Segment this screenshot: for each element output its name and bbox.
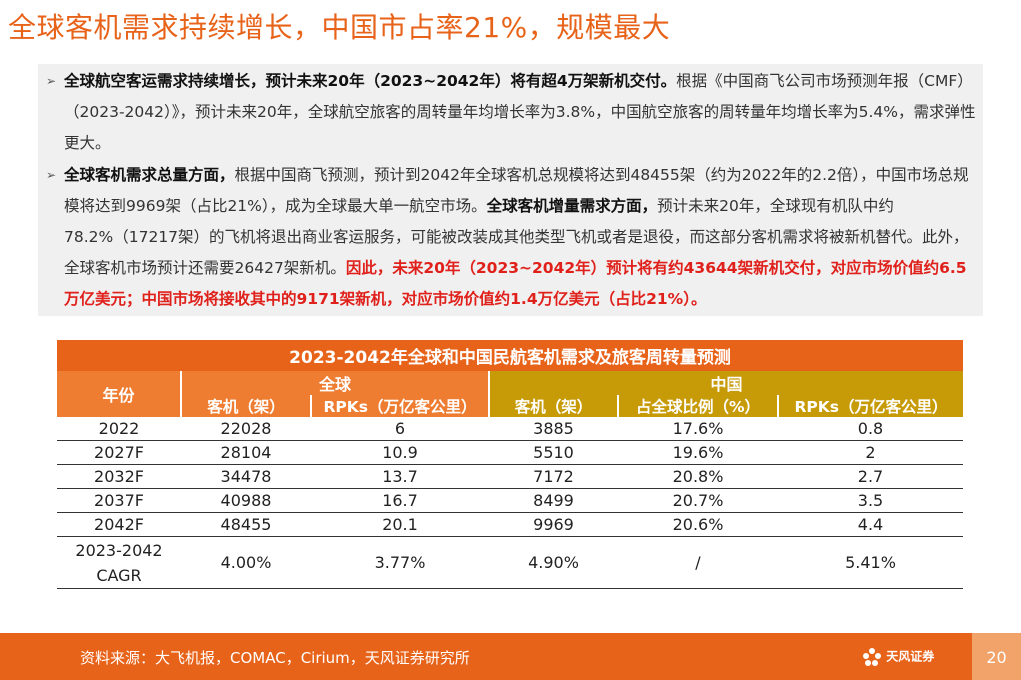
- bullet-2-highlight: 因此，未来20年（2023~2042年）预计将有约43644架新机交付，对应市场…: [64, 259, 967, 308]
- table-cell: 34478: [181, 464, 311, 489]
- cagr-label-line2: CAGR: [96, 565, 142, 585]
- page-title: 全球客机需求持续增长，中国市占率21%，规模最大: [8, 11, 671, 44]
- cagr-row: 2023-2042 CAGR 4.00% 3.77% 4.90% / 5.41%: [57, 536, 964, 589]
- table-cell: 4.90%: [489, 536, 618, 589]
- col-header: 占全球比例（%）: [618, 395, 779, 417]
- footer-bar: 资料来源：大飞机报，COMAC，Cirium，天风证券研究所 天风证券 20: [0, 633, 1021, 680]
- table-row: 2042F 48455 20.1 9969 20.6% 4.4: [57, 512, 964, 537]
- global-group-header: 全球: [181, 371, 490, 395]
- bullet-2-body-a: 根据中国商飞预测，预计到2042年全球客机总规模将达到48455架（约为2022…: [64, 166, 969, 215]
- table-cell: 20.8%: [618, 464, 778, 489]
- table-cell: 3885: [489, 417, 618, 441]
- table-cell: 6: [311, 417, 489, 441]
- table-cell: 20.1: [311, 512, 489, 537]
- table-row: 2022 22028 6 3885 17.6% 0.8: [57, 417, 964, 441]
- table-cell: 7172: [489, 464, 618, 489]
- table-cell: 0.8: [778, 417, 964, 441]
- table-cell: 5.41%: [778, 536, 964, 589]
- china-group-header: 中国: [489, 371, 964, 395]
- table-cell: 4.4: [778, 512, 964, 537]
- table-cell: 19.6%: [618, 440, 778, 465]
- col-header: 客机（架）: [181, 395, 312, 417]
- bullet-2-body-b: 预计未来20年，全球现有机队中约78.2%（17217架）的飞机将退出商业客运服…: [64, 197, 969, 277]
- table-title: 2023-2042年全球和中国民航客机需求及旅客周转量预测: [57, 340, 964, 371]
- table-row: 2027F 28104 10.9 5510 19.6% 2: [57, 440, 964, 465]
- col-header: RPKs（万亿客公里）: [311, 395, 490, 417]
- bullet-1-text: 全球航空客运需求持续增长，预计未来20年（2023~2042年）将有超4万架新机…: [64, 66, 976, 159]
- table-cell: 20.6%: [618, 512, 778, 537]
- cagr-label-line1: 2023-2042: [75, 540, 163, 560]
- page-number: 20: [986, 648, 1007, 667]
- table-cell: 28104: [181, 440, 311, 465]
- table-cell: 2.7: [778, 464, 964, 489]
- bullet-1-body: 根据《中国商飞公司市场预测年报（CMF）（2023-2042）》，预计未来20年…: [64, 72, 976, 152]
- table-cell: 20.7%: [618, 488, 778, 513]
- table-cell: 10.9: [311, 440, 489, 465]
- summary-box: ➢ 全球航空客运需求持续增长，预计未来20年（2023~2042年）将有超4万架…: [38, 64, 983, 316]
- table-cell: /: [618, 536, 778, 589]
- table-cell: 5510: [489, 440, 618, 465]
- brand-logo: 天风证券: [862, 647, 934, 667]
- cagr-label: 2023-2042 CAGR: [57, 536, 181, 589]
- table-row: 2032F 34478 13.7 7172 20.8% 2.7: [57, 464, 964, 489]
- table-cell: 8499: [489, 488, 618, 513]
- table-cell: 2027F: [57, 440, 181, 465]
- table-cell: 3.5: [778, 488, 964, 513]
- bullet-1-bold: 全球航空客运需求持续增长，预计未来20年（2023~2042年）将有超4万架新机…: [64, 72, 677, 90]
- table-cell: 3.77%: [311, 536, 489, 589]
- table-cell: 40988: [181, 488, 311, 513]
- col-header: RPKs（万亿客公里）: [778, 395, 964, 417]
- page-number-box: 20: [972, 633, 1021, 680]
- bullet-2-text: 全球客机需求总量方面，根据中国商飞预测，预计到2042年全球客机总规模将达到48…: [64, 160, 976, 315]
- bullet-arrow-icon: ➢: [46, 74, 57, 88]
- source-note: 资料来源：大飞机报，COMAC，Cirium，天风证券研究所: [80, 649, 470, 667]
- table-cell: 13.7: [311, 464, 489, 489]
- year-header: 年份: [57, 371, 182, 417]
- logo-text: 天风证券: [886, 649, 935, 664]
- bullet-2-bold-b: 全球客机增量需求方面，: [486, 197, 658, 215]
- logo-flower-icon: [863, 648, 881, 666]
- table-cell: 17.6%: [618, 417, 778, 441]
- table-cell: 2: [778, 440, 964, 465]
- bullet-arrow-icon: ➢: [46, 168, 57, 182]
- col-header: 客机（架）: [489, 395, 619, 417]
- table-cell: 4.00%: [181, 536, 311, 589]
- table-cell: 48455: [181, 512, 311, 537]
- bullet-2-bold-a: 全球客机需求总量方面，: [64, 166, 235, 184]
- table-cell: 16.7: [311, 488, 489, 513]
- table-cell: 22028: [181, 417, 311, 441]
- table-cell: 2042F: [57, 512, 181, 537]
- forecast-table: 2023-2042年全球和中国民航客机需求及旅客周转量预测 年份 全球 中国 客…: [57, 340, 964, 589]
- table-cell: 9969: [489, 512, 618, 537]
- table-cell: 2037F: [57, 488, 181, 513]
- table-cell: 2032F: [57, 464, 181, 489]
- table-row: 2037F 40988 16.7 8499 20.7% 3.5: [57, 488, 964, 513]
- table-cell: 2022: [57, 417, 181, 441]
